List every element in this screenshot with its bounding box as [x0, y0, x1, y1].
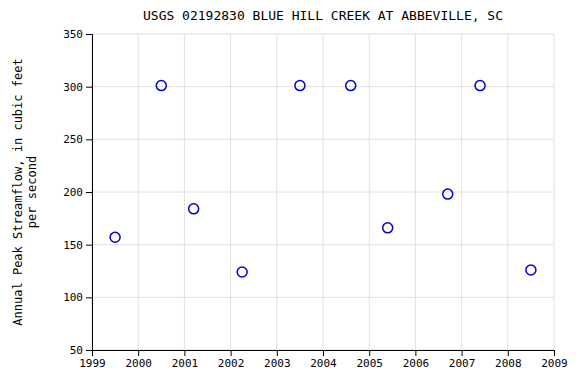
- tick-mark: [415, 350, 416, 356]
- tick: 2008: [495, 350, 522, 370]
- point: [295, 81, 305, 91]
- tick-mark: [277, 350, 278, 356]
- tick: 2006: [403, 350, 430, 370]
- point: [237, 267, 247, 277]
- tick-label: 2003: [264, 357, 291, 370]
- tick-mark: [86, 34, 92, 35]
- grid-line: [92, 34, 554, 35]
- tick-mark: [86, 192, 92, 193]
- tick-label: 250: [63, 133, 83, 146]
- point: [383, 223, 393, 233]
- tick-mark: [86, 297, 92, 298]
- chart: 1999 2000 2001 2002 2003 2004 2005 2006 2007 2008…: [0, 0, 576, 384]
- tick: 100: [63, 291, 92, 304]
- point: [189, 204, 199, 214]
- tick-label: 2007: [449, 357, 476, 370]
- axis-line: [86, 35, 93, 351]
- axis-line: [93, 351, 555, 357]
- tick-mark: [86, 245, 92, 246]
- y-axis: 50 100 150 200 250 300 350: [63, 28, 92, 357]
- point: [443, 189, 453, 199]
- tick-label: 2006: [403, 357, 430, 370]
- point: [156, 81, 166, 91]
- tick-label: 2004: [310, 357, 337, 370]
- tick-label: 2005: [356, 357, 383, 370]
- tick-label: 50: [70, 344, 83, 357]
- tick-label: 2002: [218, 357, 245, 370]
- x-axis: 1999 2000 2001 2002 2003 2004 2005 2006 2007 2008…: [79, 350, 568, 370]
- tick-mark: [86, 350, 92, 351]
- plot: 1999 2000 2001 2002 2003 2004 2005 2006 2007 2008…: [63, 28, 568, 370]
- tick-mark: [138, 350, 139, 356]
- tick-mark: [231, 350, 232, 356]
- tick: 200: [63, 186, 92, 199]
- tick-mark: [508, 350, 509, 356]
- tick: 2009: [541, 350, 568, 370]
- tick: 300: [63, 81, 92, 94]
- tick: 2001: [172, 350, 199, 370]
- point: [475, 81, 485, 91]
- tick-mark: [369, 350, 370, 356]
- tick: 2003: [264, 350, 291, 370]
- grid: [92, 34, 554, 350]
- tick-mark: [462, 350, 463, 356]
- tick-mark: [86, 139, 92, 140]
- points: [110, 81, 536, 277]
- tick-mark: [86, 87, 92, 88]
- tick: 2002: [218, 350, 245, 370]
- grid-line: [92, 297, 554, 298]
- point: [526, 265, 536, 275]
- tick-label: 2000: [125, 357, 152, 370]
- tick: 2000: [125, 350, 152, 370]
- y-axis-title: Annual Peak Streamflow, in cubic feetper…: [11, 58, 39, 325]
- tick-label: 350: [63, 28, 83, 41]
- tick: 350: [63, 28, 92, 41]
- y-axis-title-line: Annual Peak Streamflow, in cubic feet: [11, 58, 25, 325]
- tick-label: 100: [63, 291, 83, 304]
- tick-label: 2008: [495, 357, 522, 370]
- tick: 2005: [356, 350, 383, 370]
- tick: 50: [70, 344, 92, 357]
- tick-mark: [184, 350, 185, 356]
- grid-line: [92, 244, 554, 245]
- tick-label: 1999: [79, 357, 106, 370]
- tick-label: 2001: [172, 357, 199, 370]
- tick-label: 300: [63, 81, 83, 94]
- grid-line: [92, 139, 554, 140]
- tick: 2004: [310, 350, 337, 370]
- point: [346, 81, 356, 91]
- y-axis-title-line: per second: [25, 156, 39, 228]
- point: [110, 232, 120, 242]
- tick: 150: [63, 239, 92, 252]
- tick-label: 200: [63, 186, 83, 199]
- grid-line: [92, 192, 554, 193]
- tick: 1999: [79, 350, 106, 370]
- tick-mark: [554, 350, 555, 356]
- tick-label: 150: [63, 239, 83, 252]
- tick: 250: [63, 133, 92, 146]
- tick-label: 2009: [541, 357, 568, 370]
- title: USGS 02192830 BLUE HILL CREEK AT ABBEVIL…: [143, 8, 503, 23]
- tick: 2007: [449, 350, 476, 370]
- tick-mark: [323, 350, 324, 356]
